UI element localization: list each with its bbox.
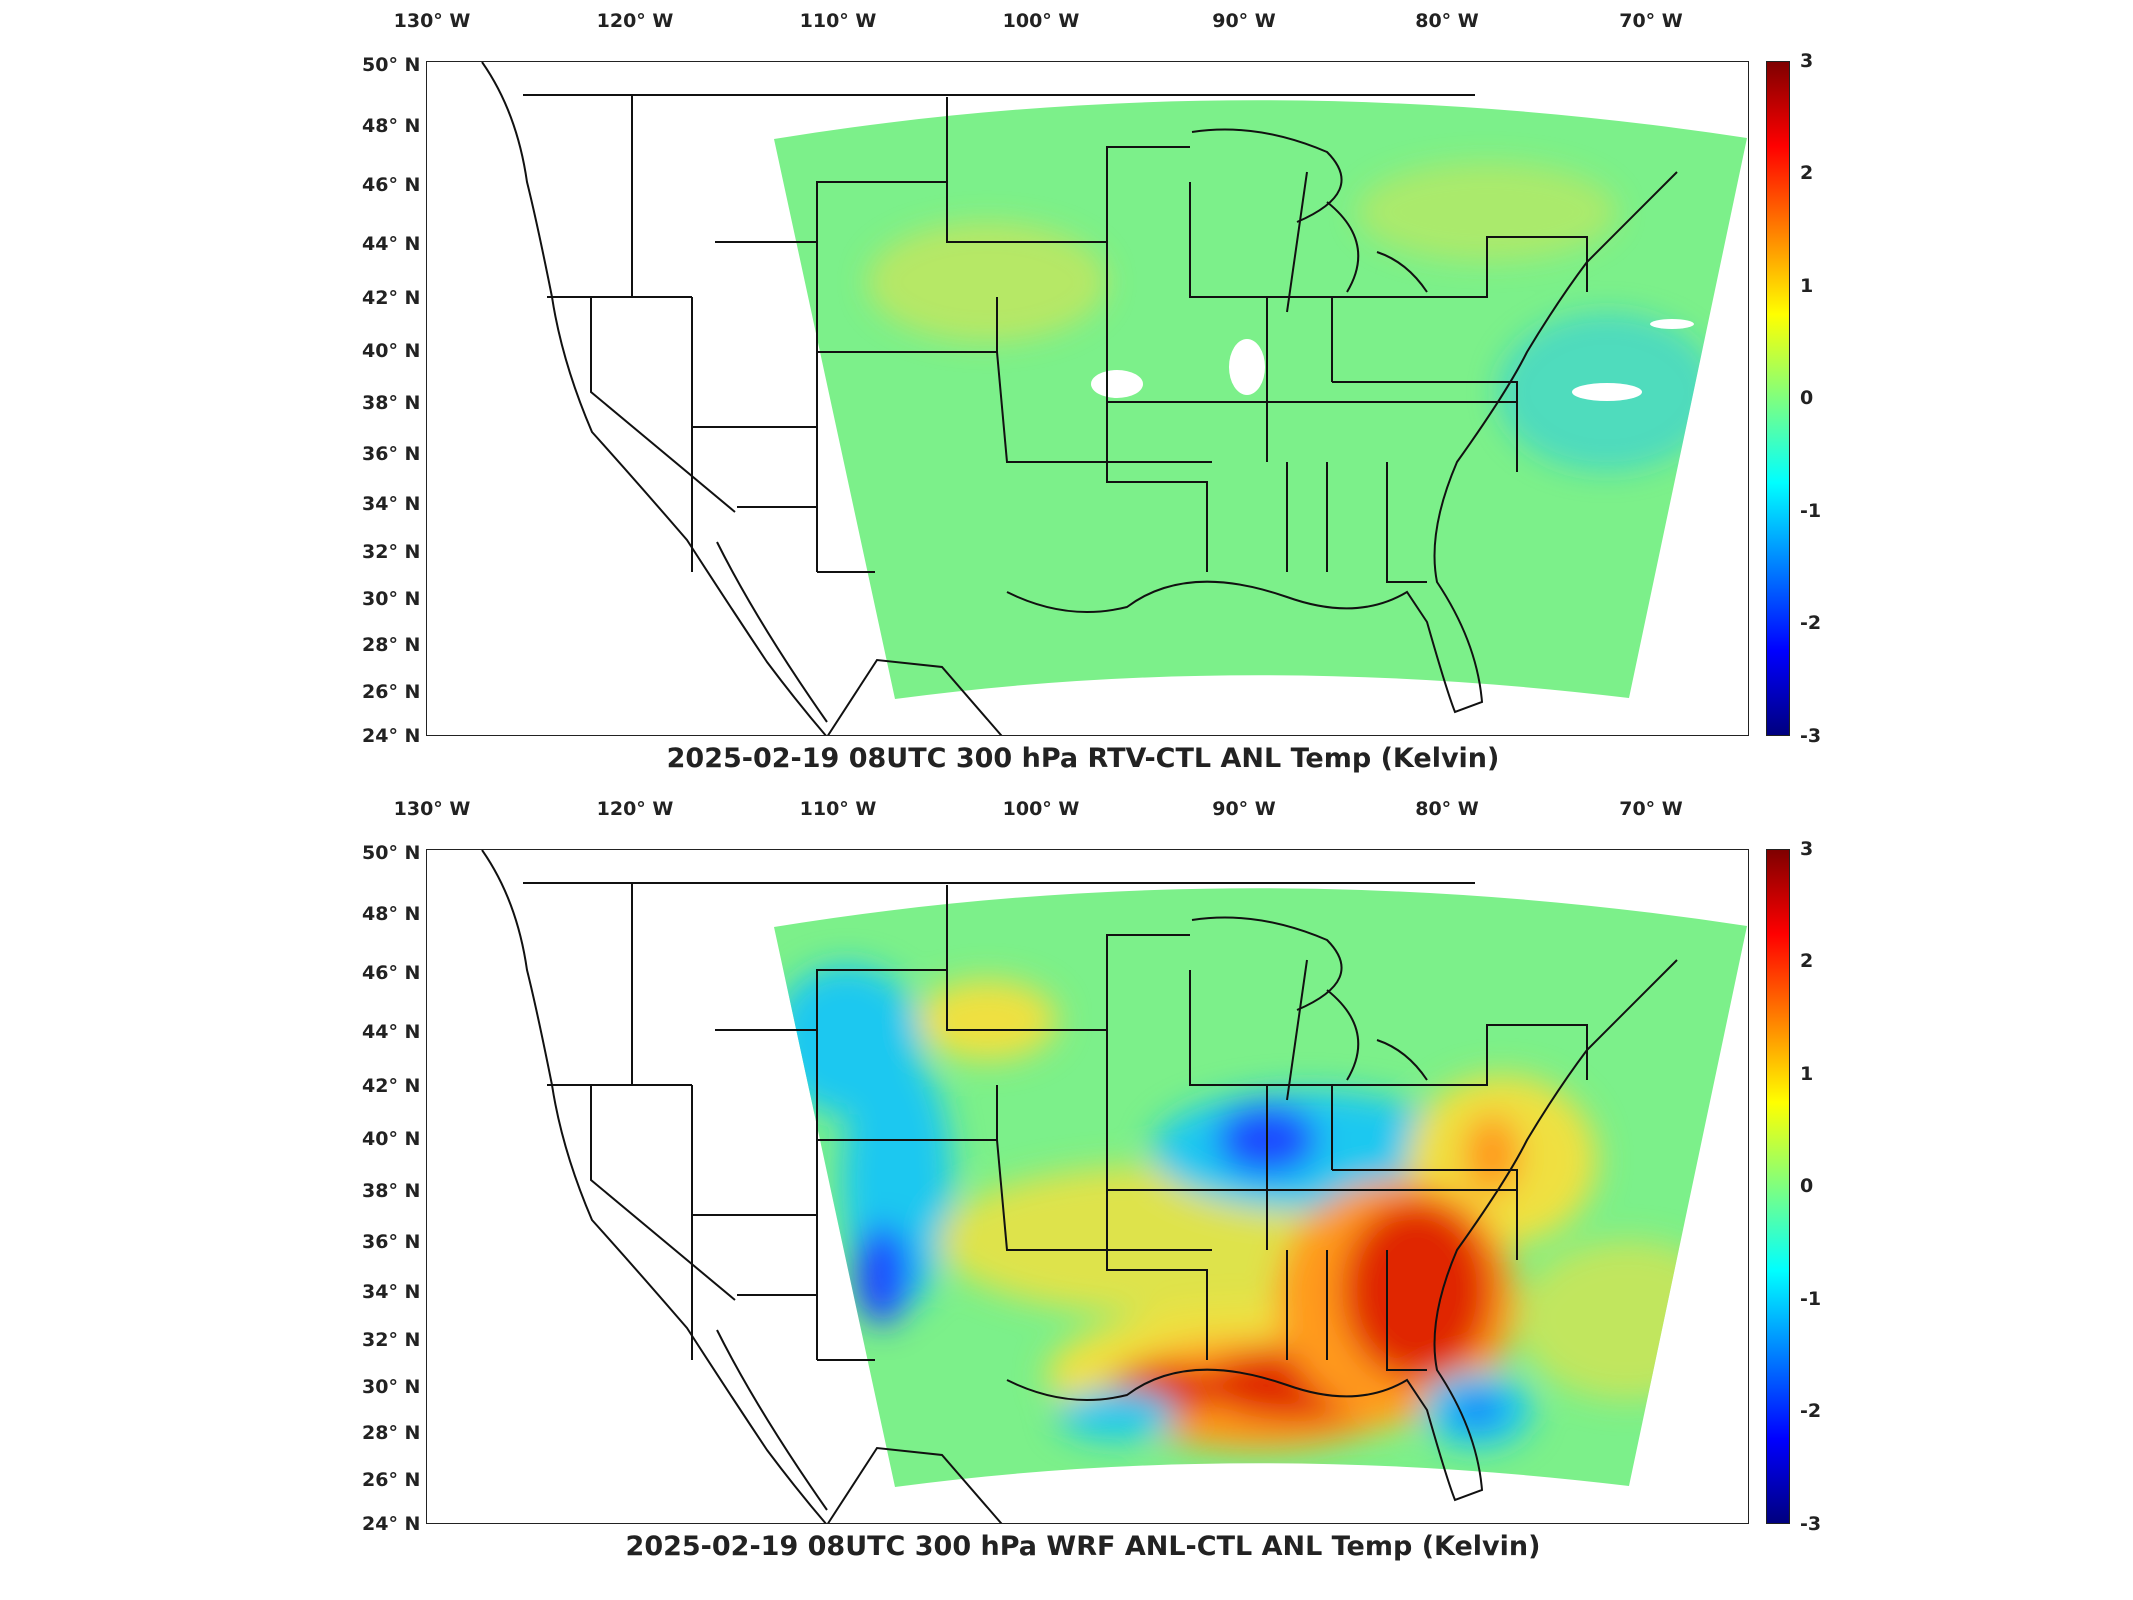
colorbar-tick: 2 <box>1800 162 1814 184</box>
mexico-border <box>827 658 1003 735</box>
colorbar-tick: -1 <box>1800 500 1822 522</box>
lat-label: 24° N <box>362 725 421 747</box>
lon-label: 110° W <box>799 10 877 32</box>
great-lakes <box>1191 916 1428 1101</box>
lon-label: 120° W <box>596 798 674 820</box>
great-lakes <box>1191 128 1428 313</box>
lat-label: 34° N <box>362 493 421 515</box>
lat-label: 30° N <box>362 588 421 610</box>
anomaly-blob <box>867 222 1107 342</box>
colorbar-tick: 2 <box>1800 950 1814 972</box>
coastline-and-borders <box>481 850 1678 1523</box>
lat-label: 28° N <box>362 634 421 656</box>
us-west-coastline <box>481 62 827 735</box>
lat-label: 48° N <box>362 115 421 137</box>
missing-data <box>1572 383 1642 401</box>
lon-label: 100° W <box>1002 798 1080 820</box>
lat-label: 50° N <box>362 842 421 864</box>
lat-label: 40° N <box>362 1128 421 1150</box>
lon-label: 120° W <box>596 10 674 32</box>
colorbar <box>1766 849 1790 1524</box>
baja-coastline <box>716 1329 828 1511</box>
gulf-atlantic-coastline <box>1006 959 1678 1502</box>
lat-label: 28° N <box>362 1422 421 1444</box>
colorbar-tick: -3 <box>1800 1513 1822 1535</box>
lat-label: 24° N <box>362 1513 421 1535</box>
missing-data <box>1091 370 1143 398</box>
lon-label: 80° W <box>1415 798 1479 820</box>
lat-label: 46° N <box>362 962 421 984</box>
lat-label: 44° N <box>362 1021 421 1043</box>
gulf-atlantic-coastline <box>1006 171 1678 714</box>
lat-label: 30° N <box>362 1376 421 1398</box>
anomaly-blob <box>1057 1390 1177 1440</box>
lat-label: 44° N <box>362 233 421 255</box>
map-area <box>426 849 1749 1524</box>
lat-label: 26° N <box>362 681 421 703</box>
colorbar-tick: 0 <box>1800 1175 1814 1197</box>
state-borders-east <box>1106 146 1588 583</box>
lon-label: 90° W <box>1212 10 1276 32</box>
colorbar-tick: -2 <box>1800 1400 1822 1422</box>
bottom-map-panel: 130° W 120° W 110° W 100° W 90° W 80° W … <box>0 788 2133 1588</box>
coastline-and-borders <box>481 62 1678 735</box>
lon-label: 80° W <box>1415 10 1479 32</box>
lon-label: 100° W <box>1002 10 1080 32</box>
top-map-panel: 130° W 120° W 110° W 100° W 90° W 80° W … <box>362 10 1822 774</box>
colorbar-tick: 3 <box>1800 50 1814 72</box>
lat-label: 46° N <box>362 174 421 196</box>
state-borders-east <box>1106 934 1588 1371</box>
lon-label: 70° W <box>1619 10 1683 32</box>
map-svg <box>481 850 1747 1523</box>
lon-label: 70° W <box>1619 798 1683 820</box>
lat-label: 40° N <box>362 340 421 362</box>
lat-label: 26° N <box>362 1469 421 1491</box>
map-svg <box>481 62 1747 735</box>
anomaly-blob <box>1342 1200 1492 1380</box>
lat-label: 42° N <box>362 1075 421 1097</box>
anomaly-blob <box>917 980 1057 1060</box>
lon-label: 110° W <box>799 798 877 820</box>
lat-label: 50° N <box>362 54 421 76</box>
us-west-coastline <box>481 850 827 1523</box>
anomaly-field <box>867 162 1717 472</box>
colorbar-tick: -3 <box>1800 725 1822 747</box>
colorbar <box>1766 61 1790 736</box>
lat-label: 42° N <box>362 287 421 309</box>
lon-label: 130° W <box>393 798 471 820</box>
anomaly-blob <box>1464 1115 1520 1195</box>
colorbar-tick: 1 <box>1800 1063 1814 1085</box>
missing-data <box>1229 339 1265 395</box>
panel-title: 2025-02-19 08UTC 300 hPa WRF ANL-CTL ANL… <box>625 1531 1541 1562</box>
lat-label: 48° N <box>362 903 421 925</box>
colorbar-tick: -2 <box>1800 612 1822 634</box>
lat-label: 36° N <box>362 1231 421 1253</box>
lat-label: 32° N <box>362 541 421 563</box>
colorbar-tick: 0 <box>1800 387 1814 409</box>
missing-data-patches <box>1091 319 1694 401</box>
lat-label: 32° N <box>362 1329 421 1351</box>
anomaly-blob <box>1517 1240 1737 1400</box>
panel-title: 2025-02-19 08UTC 300 hPa RTV-CTL ANL Tem… <box>666 743 1500 774</box>
baja-coastline <box>716 541 828 723</box>
lon-label: 130° W <box>393 10 471 32</box>
anomaly-blob <box>854 1225 910 1325</box>
lat-label: 36° N <box>362 443 421 465</box>
missing-data <box>1650 319 1694 329</box>
mexico-border <box>827 1446 1003 1523</box>
lat-label: 34° N <box>362 1281 421 1303</box>
map-area <box>426 61 1749 736</box>
colorbar-tick: 3 <box>1800 838 1814 860</box>
lon-label: 90° W <box>1212 798 1276 820</box>
lat-label: 38° N <box>362 1180 421 1202</box>
colorbar-tick: -1 <box>1800 1288 1822 1310</box>
colorbar-tick: 1 <box>1800 275 1814 297</box>
lat-label: 38° N <box>362 392 421 414</box>
